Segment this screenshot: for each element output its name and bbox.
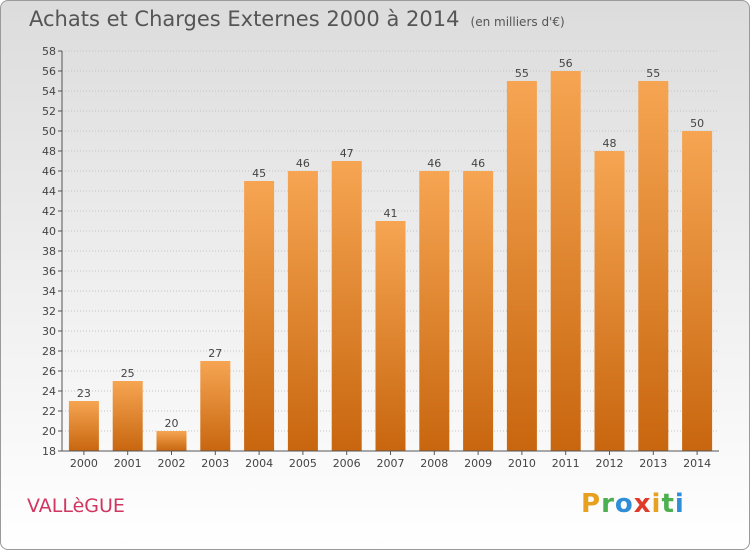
x-tick-label: 2005 <box>289 457 317 470</box>
y-tick-label: 40 <box>42 225 56 238</box>
y-tick-label: 54 <box>42 85 56 98</box>
bar-2006 <box>331 161 362 451</box>
x-tick-label: 2004 <box>245 457 273 470</box>
x-tick-label: 2003 <box>201 457 229 470</box>
x-tick-label: 2001 <box>114 457 142 470</box>
y-tick-label: 30 <box>42 325 56 338</box>
bar-2014 <box>682 131 713 451</box>
data-label: 47 <box>340 147 354 160</box>
x-tick-label: 2009 <box>464 457 492 470</box>
bars <box>68 71 713 451</box>
logo-letter: i <box>651 489 662 519</box>
data-label: 46 <box>471 157 485 170</box>
data-label: 56 <box>559 57 573 70</box>
data-label: 23 <box>77 387 91 400</box>
y-tick-label: 26 <box>42 365 56 378</box>
y-tick-label: 38 <box>42 245 56 258</box>
logo-letter: o <box>614 489 634 519</box>
bar-2012 <box>594 151 625 451</box>
x-tick-label: 2000 <box>70 457 98 470</box>
y-tick-label: 46 <box>42 165 56 178</box>
bar-2013 <box>638 81 669 451</box>
y-tick-label: 42 <box>42 205 56 218</box>
x-tick-label: 2008 <box>420 457 448 470</box>
y-tick-label: 32 <box>42 305 56 318</box>
data-label: 25 <box>121 367 135 380</box>
bar-2007 <box>375 221 406 451</box>
bar-2002 <box>156 431 187 451</box>
data-label: 46 <box>427 157 441 170</box>
x-tick-label: 2013 <box>639 457 667 470</box>
data-label: 48 <box>603 137 617 150</box>
y-tick-label: 20 <box>42 425 56 438</box>
x-tick-label: 2012 <box>596 457 624 470</box>
y-tick-label: 44 <box>42 185 56 198</box>
x-tick-label: 2011 <box>552 457 580 470</box>
bar-2000 <box>68 401 99 451</box>
data-labels: 23 25 20 27 45 46 47 41 46 46 55 56 48 55 50 <box>77 57 704 430</box>
y-tick-label: 28 <box>42 345 56 358</box>
chart-subtitle: (en milliers d'€) <box>470 15 565 29</box>
x-axis-ticks: 2000 2001 2002 2003 2004 2005 2006 2007 2008 2009… <box>70 451 711 470</box>
y-tick-label: 58 <box>42 45 56 58</box>
bar-2010 <box>506 81 537 451</box>
chart-title-block: Achats et Charges Externes 2000 à 2014 (… <box>29 7 565 31</box>
bar-2005 <box>287 171 318 451</box>
bar-2004 <box>244 181 275 451</box>
bar-2001 <box>112 381 143 451</box>
y-tick-label: 24 <box>42 385 56 398</box>
bar-2008 <box>419 171 450 451</box>
y-tick-label: 50 <box>42 125 56 138</box>
proxiti-logo: Proxiti <box>581 489 685 519</box>
x-tick-label: 2014 <box>683 457 711 470</box>
y-tick-label: 22 <box>42 405 56 418</box>
bar-2011 <box>550 71 581 451</box>
logo-letter: P <box>581 489 602 519</box>
chart-title: Achats et Charges Externes 2000 à 2014 <box>29 7 460 31</box>
bar-2009 <box>463 171 494 451</box>
logo-letter: r <box>601 489 615 519</box>
axes <box>61 51 719 452</box>
y-tick-label: 36 <box>42 265 56 278</box>
y-tick-label: 18 <box>42 445 56 458</box>
logo-letter: i <box>674 489 685 519</box>
data-label: 46 <box>296 157 310 170</box>
y-tick-label: 48 <box>42 145 56 158</box>
y-tick-label: 56 <box>42 65 56 78</box>
commune-name: VALLèGUE <box>27 495 125 517</box>
data-label: 55 <box>515 67 529 80</box>
bar-2003 <box>200 361 231 451</box>
y-axis-ticks: 18 20 22 24 26 28 30 32 34 36 38 40 42 44 46 48 50 52 54 56… <box>42 45 62 458</box>
x-tick-label: 2006 <box>333 457 361 470</box>
data-label: 50 <box>690 117 704 130</box>
data-label: 27 <box>208 347 222 360</box>
logo-letter: t <box>661 489 675 519</box>
y-tick-label: 34 <box>42 285 56 298</box>
x-tick-label: 2007 <box>377 457 405 470</box>
data-label: 55 <box>646 67 660 80</box>
x-tick-label: 2002 <box>158 457 186 470</box>
y-tick-label: 52 <box>42 105 56 118</box>
logo-letter: x <box>633 489 652 519</box>
data-label: 41 <box>384 207 398 220</box>
data-label: 20 <box>165 417 179 430</box>
x-tick-label: 2010 <box>508 457 536 470</box>
data-label: 45 <box>252 167 266 180</box>
